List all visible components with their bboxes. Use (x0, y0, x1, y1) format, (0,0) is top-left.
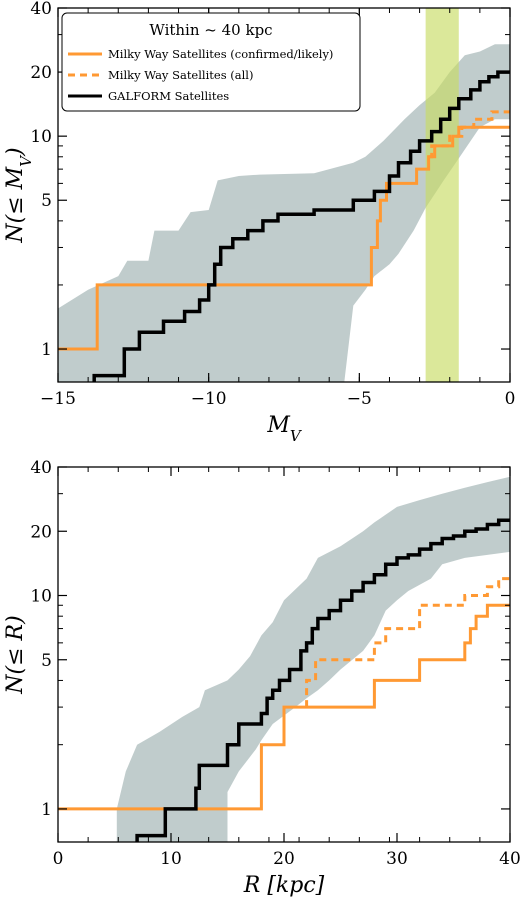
plot-area (58, 476, 510, 842)
y-tick-label: 5 (41, 651, 52, 671)
y-tick-label: 1 (41, 800, 52, 820)
legend-title: Within ~ 40 kpc (149, 21, 272, 39)
series-line-1 (58, 603, 510, 811)
x-tick-label: 0 (505, 389, 516, 409)
y-tick-label: 5 (41, 191, 52, 211)
chart-panel-1: −15 −10 −5 0 1 5 10 20 40 MV N(≤ MV) Within ~ 40 kp… (3, 0, 515, 445)
y-axis-label-group: N(≤ R) (3, 615, 28, 694)
legend-box (61, 12, 361, 112)
plot-frame (57, 7, 511, 383)
scatter-band (116, 476, 510, 842)
x-tick-label: 20 (273, 849, 295, 869)
series-line-3 (135, 518, 510, 842)
y-axis-label: N(≤ MV) (3, 147, 35, 243)
series-line-1 (58, 125, 510, 351)
y-tick-label: 10 (30, 127, 52, 147)
legend-label-2: Milky Way Satellites (all) (108, 68, 253, 82)
y-axis-label-group: N(≤ MV) (3, 147, 35, 243)
legend-label-3: GALFORM Satellites (108, 89, 229, 103)
x-tick-label: −15 (40, 389, 76, 409)
plot-area (58, 8, 510, 382)
x-tick-label: −10 (191, 389, 227, 409)
x-tick-label: 0 (53, 849, 64, 869)
highlight-band (425, 8, 459, 382)
x-tick-label: −5 (347, 389, 372, 409)
y-tick-label: 40 (30, 0, 52, 19)
x-tick-label: 30 (386, 849, 408, 869)
y-tick-label: 20 (30, 522, 52, 542)
y-tick-label: 20 (30, 63, 52, 83)
x-tick-label: 40 (499, 849, 520, 869)
y-axis-label: N(≤ R) (3, 615, 28, 694)
series-line-3 (92, 70, 510, 382)
x-tick-label: 10 (160, 849, 182, 869)
series-line-2 (428, 110, 510, 159)
legend-label-1: Milky Way Satellites (confirmed/likely) (108, 47, 333, 61)
y-tick-label: 10 (30, 587, 52, 607)
series-line-2 (305, 577, 510, 708)
y-tick-label: 1 (41, 340, 52, 360)
legend: Within ~ 40 kpc Milky Way Satellites (con… (61, 12, 361, 112)
y-tick-label: 40 (30, 458, 52, 478)
x-axis-label: R [kpc] (243, 873, 325, 898)
chart-panel-2: 0 10 20 30 40 1 5 10 20 40 R [kpc] N(≤ R) (3, 458, 520, 898)
x-axis-label: MV (266, 413, 303, 445)
